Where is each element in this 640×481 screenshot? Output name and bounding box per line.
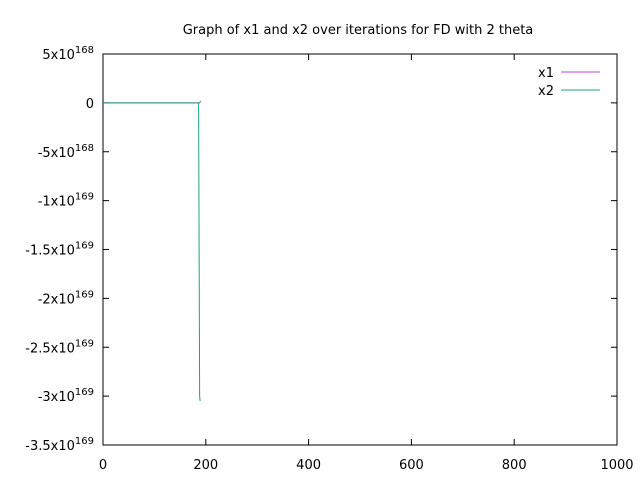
plot-border bbox=[102, 53, 618, 446]
x-tick-label: 600 bbox=[399, 458, 424, 473]
x-tick-label: 800 bbox=[502, 458, 527, 473]
y-tick-label: -1.5x10169 bbox=[25, 241, 94, 259]
legend-label-x2: x2 bbox=[538, 84, 554, 99]
chart-title: Graph of x1 and x2 over iterations for F… bbox=[183, 23, 534, 38]
y-tick-label: -3.5x10169 bbox=[25, 436, 94, 454]
plot-area: 5x10168 0 -5x10168 -1x10169 -1.5x10169 -2x101… bbox=[25, 45, 633, 473]
y-tick-label: -5x10168 bbox=[38, 143, 94, 161]
y-tick-label: 0 bbox=[86, 97, 94, 112]
series-line-x2 bbox=[103, 102, 201, 402]
x-tick-label: 400 bbox=[296, 458, 321, 473]
y-tick-label: -1x10169 bbox=[38, 192, 94, 210]
x-tick-label: 1000 bbox=[600, 458, 633, 473]
x-tick-label: 0 bbox=[99, 458, 107, 473]
y-tick-label: -2.5x10169 bbox=[25, 338, 94, 356]
y-tick-label: -2x10169 bbox=[38, 289, 94, 307]
y-tick-label: -3x10169 bbox=[38, 387, 94, 405]
legend-label-x1: x1 bbox=[538, 66, 554, 81]
x-tick-label: 200 bbox=[193, 458, 218, 473]
y-tick-label: 5x10168 bbox=[42, 45, 94, 63]
